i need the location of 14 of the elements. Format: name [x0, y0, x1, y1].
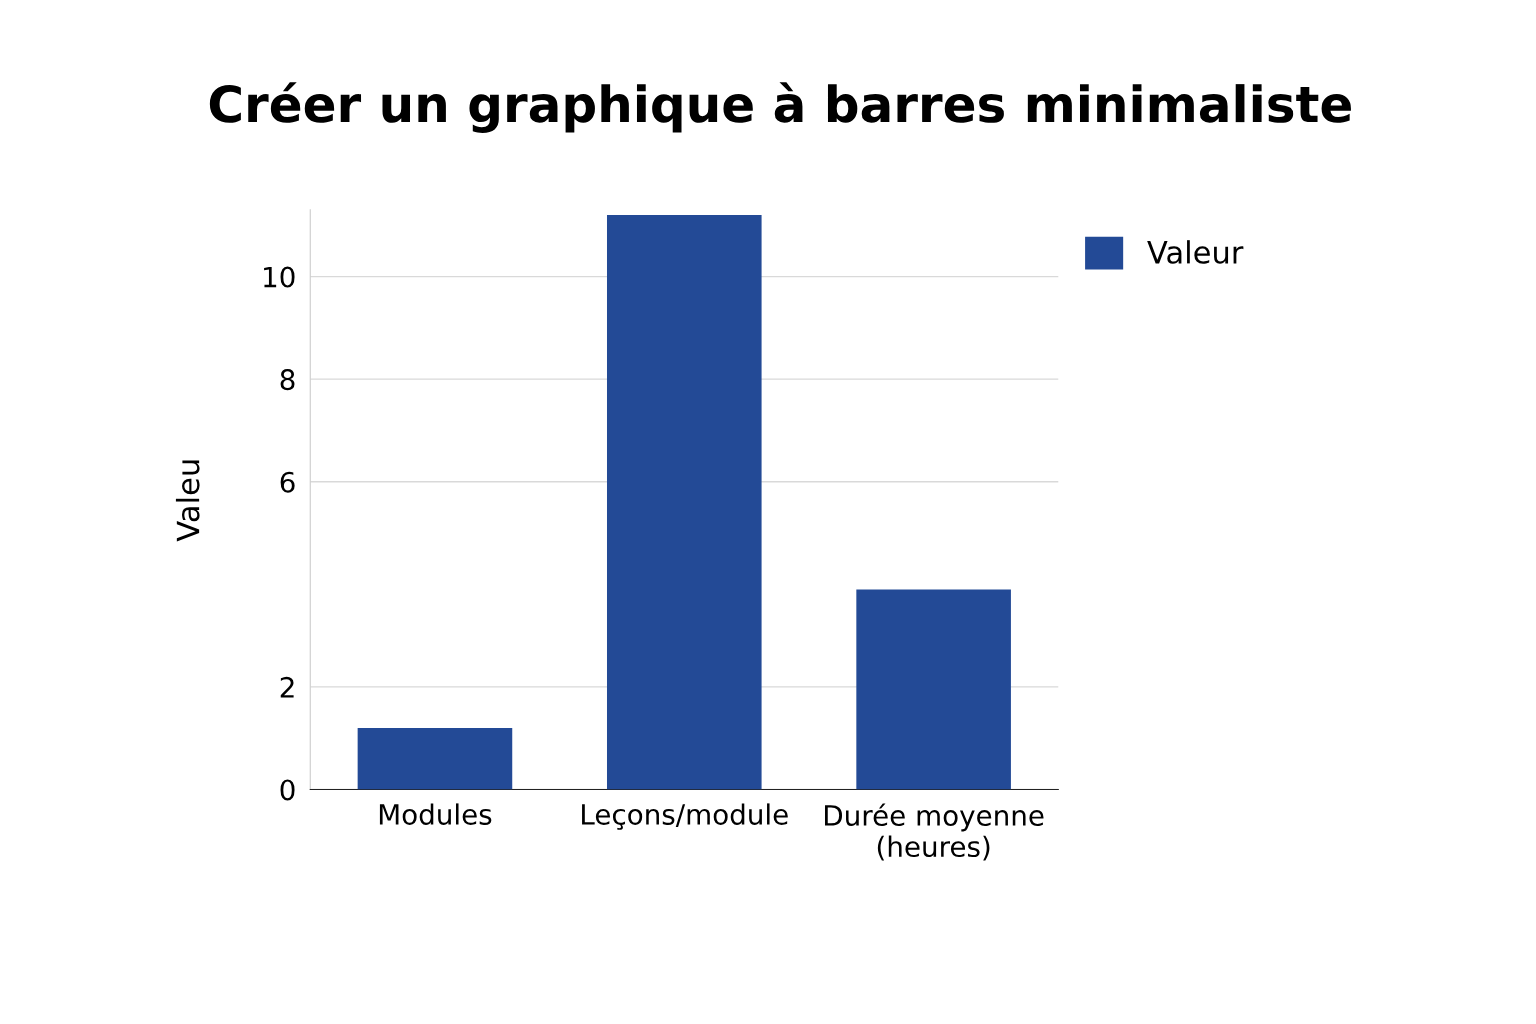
chart-title: Créer un graphique à barres minimaliste [209, 82, 1351, 133]
bar [606, 215, 762, 790]
bar [357, 727, 513, 790]
x-tick-label: Durée moyenne (heures) [825, 803, 1044, 861]
legend-label: Valeur [1147, 240, 1244, 264]
y-tick-label: 6 [280, 471, 295, 493]
x-tick-label: Modules [379, 803, 492, 825]
bar [856, 589, 1011, 790]
y-tick-label: 0 [280, 779, 295, 801]
y-tick-label: 8 [280, 369, 295, 391]
y-axis-title: Valeu [175, 460, 200, 542]
y-tick-label: 2 [280, 676, 294, 698]
x-tick-label: Leçons/module [582, 803, 788, 830]
y-tick-label: 10 [264, 266, 295, 288]
